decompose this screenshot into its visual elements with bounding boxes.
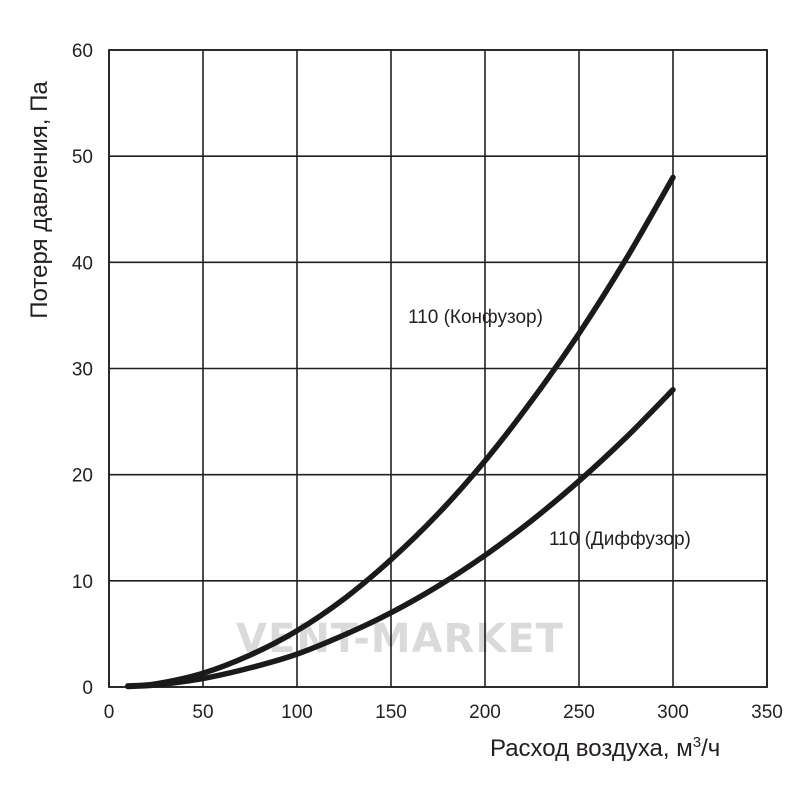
x-tick-label: 250 <box>563 702 595 723</box>
x-tick-label: 50 <box>192 702 213 723</box>
diffuzor-curve <box>125 386 676 690</box>
y-tick-label: 40 <box>72 253 93 274</box>
plot-frame <box>108 49 768 688</box>
y-tick-label: 50 <box>72 147 93 168</box>
series <box>125 174 676 690</box>
x-axis-title: Расход воздуха, м3/ч <box>490 734 720 762</box>
y-tick-label: 20 <box>72 466 93 487</box>
x-axis-ticks: 0 50 100 150 200 250 300 350 <box>104 702 783 723</box>
grid <box>108 49 768 688</box>
x-tick-label: 0 <box>104 702 115 723</box>
x-tick-label: 300 <box>657 702 689 723</box>
series-label-diffuzor: 110 (Диффузор) <box>549 529 691 550</box>
y-axis-title: Потеря давления, Па <box>26 81 53 319</box>
x-tick-label: 350 <box>751 702 783 723</box>
y-tick-label: 10 <box>72 572 93 593</box>
konfuzor-curve <box>125 174 676 689</box>
y-tick-label: 60 <box>72 41 93 62</box>
series-label-konfuzor: 110 (Конфузор) <box>408 307 543 328</box>
x-tick-label: 100 <box>281 702 313 723</box>
x-tick-label: 150 <box>375 702 407 723</box>
y-axis-ticks: 0 10 20 30 40 50 60 <box>72 41 93 699</box>
y-tick-label: 30 <box>72 360 93 381</box>
x-tick-label: 200 <box>469 702 501 723</box>
y-tick-label: 0 <box>82 678 93 699</box>
